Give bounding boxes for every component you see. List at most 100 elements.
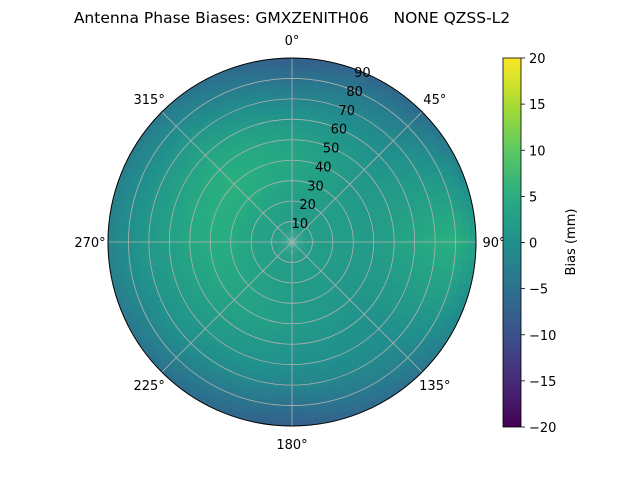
heatmap-cell (187, 223, 196, 233)
heatmap-cell (260, 236, 268, 240)
heatmap-cell (274, 207, 280, 215)
heatmap-cell (445, 148, 459, 165)
heatmap-cell (243, 210, 252, 218)
heatmap-cell (375, 219, 384, 228)
heatmap-cell (148, 333, 163, 349)
radial-tick-label: 60 (331, 123, 348, 138)
heatmap-cell (335, 217, 344, 224)
heatmap-cell (257, 272, 265, 281)
heatmap-cell (273, 238, 280, 241)
heatmap-cell (303, 245, 311, 250)
heatmap-cell (174, 245, 183, 255)
heatmap-cell (455, 282, 466, 299)
heatmap-cell (299, 251, 305, 258)
heatmap-cell (254, 242, 262, 247)
heatmap-cell (277, 213, 283, 221)
heatmap-cell (133, 290, 145, 306)
colorbar-tick-label: −15 (529, 375, 556, 390)
heatmap-cell (295, 217, 300, 225)
heatmap-cell (352, 243, 361, 250)
heatmap-cell (301, 313, 310, 322)
heatmap-cell (266, 292, 274, 301)
heatmap-cell (295, 246, 300, 253)
heatmap-cell (273, 112, 285, 121)
heatmap-cell (294, 247, 298, 255)
heatmap-cell (298, 239, 305, 242)
heatmap-cell (287, 180, 293, 187)
heatmap-cell (281, 271, 286, 279)
heatmap-cell (364, 227, 372, 235)
heatmap-cell (267, 257, 274, 264)
heatmap-cell (147, 308, 160, 323)
heatmap-cell (312, 83, 327, 93)
heatmap-cell (460, 210, 470, 225)
heatmap-cell (296, 314, 304, 323)
heatmap-cell (270, 259, 277, 267)
heatmap-cell (424, 161, 437, 176)
heatmap-cell (238, 380, 253, 391)
heatmap-cell (188, 216, 197, 226)
heatmap-cell (436, 214, 446, 228)
heatmap-cell (130, 189, 141, 205)
heatmap-cell (294, 247, 299, 254)
heatmap-cell (372, 365, 387, 379)
angular-tick-label: 135° (419, 379, 450, 394)
heatmap-cell (263, 226, 271, 232)
heatmap-cell (252, 257, 261, 264)
heatmap-cell (296, 211, 301, 219)
heatmap-cell (277, 256, 283, 264)
heatmap-cell (329, 260, 337, 268)
heatmap-cell (258, 281, 267, 290)
heatmap-cell (261, 208, 269, 216)
heatmap-cell (300, 264, 305, 272)
heatmap-cell (450, 174, 463, 190)
heatmap-cell (298, 218, 303, 226)
heatmap-cell (298, 251, 304, 259)
heatmap-cell (258, 194, 267, 203)
heatmap-cell (300, 375, 313, 384)
heatmap-cell (291, 173, 298, 181)
heatmap-cell (338, 70, 354, 81)
heatmap-cell (286, 204, 291, 212)
heatmap-cell (279, 240, 286, 242)
heatmap-cell (431, 127, 446, 144)
heatmap-cell (423, 350, 439, 367)
heatmap-cell (218, 398, 235, 411)
heatmap-cell (244, 223, 253, 229)
heatmap-cell (296, 234, 303, 239)
heatmap-cell (125, 223, 134, 238)
heatmap-cell (143, 171, 155, 186)
heatmap-cell (245, 219, 254, 227)
heatmap-cell (230, 70, 246, 81)
heatmap-cell (196, 387, 213, 401)
heatmap-cell (364, 249, 372, 257)
heatmap-cell (286, 303, 293, 311)
heatmap-cell (291, 345, 301, 353)
heatmap-cell (299, 199, 305, 207)
heatmap-cell (290, 235, 292, 242)
heatmap-cell (230, 235, 238, 241)
heatmap-cell (298, 242, 305, 244)
heatmap-cell (407, 228, 416, 239)
heatmap-cell (223, 85, 239, 97)
heatmap-cell (309, 265, 317, 273)
heatmap-cell (440, 316, 453, 333)
heatmap-cell (291, 297, 297, 304)
heatmap-cell (276, 276, 283, 284)
heatmap-cell (284, 231, 289, 238)
heatmap-cell (319, 203, 327, 212)
heatmap-cell (279, 238, 287, 241)
heatmap-cell (382, 251, 391, 260)
heatmap-cell (343, 91, 358, 103)
heatmap-cell (301, 200, 308, 208)
heatmap-cell (278, 219, 284, 227)
heatmap-cell (269, 229, 277, 235)
heatmap-cell (245, 257, 254, 265)
heatmap-cell (202, 262, 211, 272)
heatmap-cell (407, 181, 418, 195)
heatmap-cell (401, 184, 413, 197)
heatmap-cell (306, 195, 313, 203)
heatmap-cell (120, 258, 130, 273)
heatmap-cell (143, 298, 155, 313)
heatmap-cell (272, 325, 281, 334)
